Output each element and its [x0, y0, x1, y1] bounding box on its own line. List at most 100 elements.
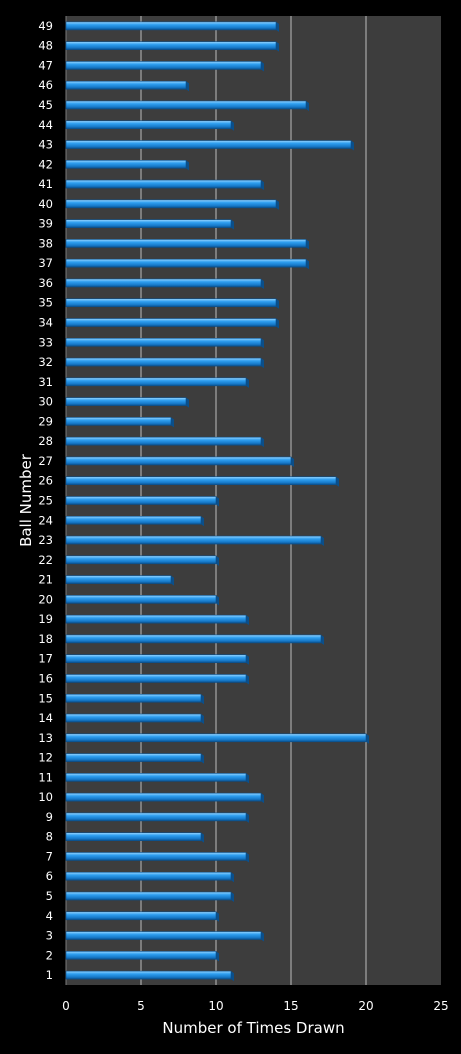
bar-ball-33	[65, 337, 264, 349]
bar-depth	[216, 951, 219, 962]
bar-depth	[261, 358, 264, 369]
bar-ball-48	[65, 41, 279, 52]
bar	[65, 496, 217, 505]
y-tick-label: 28	[38, 434, 53, 448]
bar	[65, 555, 217, 565]
bar-ball-12	[65, 753, 204, 764]
y-tick-label: 3	[46, 929, 53, 943]
bar	[65, 476, 337, 486]
bar	[65, 773, 247, 782]
bar-ball-46	[65, 80, 189, 92]
y-tick-label: 44	[38, 118, 53, 132]
y-tick-label: 43	[38, 138, 53, 152]
bar-ball-6	[65, 871, 234, 883]
x-tick-label: 15	[283, 999, 298, 1013]
bar-depth	[321, 536, 324, 547]
y-tick-label: 12	[38, 751, 53, 765]
bar-ball-35	[65, 298, 279, 309]
y-tick-label: 38	[38, 236, 53, 250]
bar-depth	[261, 180, 264, 191]
bar	[65, 160, 187, 169]
bars	[65, 21, 369, 982]
bar-depth	[261, 278, 264, 289]
bar	[65, 298, 277, 308]
bar	[65, 614, 247, 624]
bar-depth	[276, 298, 279, 309]
bar-depth	[186, 81, 189, 92]
bar-ball-17	[65, 654, 249, 665]
bar-depth	[186, 397, 189, 408]
bar-depth	[231, 120, 234, 131]
bar	[65, 140, 352, 149]
bar-depth	[246, 812, 249, 823]
bar-depth	[261, 338, 264, 349]
bar	[65, 258, 307, 268]
bar-depth	[246, 773, 249, 784]
bar-depth	[276, 21, 279, 32]
bar-depth	[216, 911, 219, 922]
y-tick-label: 5	[46, 889, 53, 903]
y-tick-label: 25	[38, 494, 53, 508]
bar-ball-10	[65, 792, 264, 804]
x-tick-label: 0	[62, 999, 70, 1013]
y-tick-label: 13	[38, 731, 53, 745]
bar-depth	[171, 575, 174, 586]
y-tick-label: 32	[38, 355, 53, 369]
bar-ball-14	[65, 713, 204, 725]
bar	[65, 832, 202, 841]
bar-ball-2	[65, 951, 219, 962]
y-tick-label: 30	[38, 395, 53, 409]
bar-ball-13	[65, 733, 369, 744]
y-tick-label: 29	[38, 414, 53, 428]
y-tick-label: 10	[38, 790, 53, 804]
bar-ball-5	[65, 891, 234, 903]
y-tick-label: 26	[38, 474, 53, 488]
bar	[65, 397, 187, 406]
bar-depth	[216, 555, 219, 566]
bar-depth	[276, 199, 279, 210]
bar-ball-27	[65, 456, 294, 467]
y-tick-labels: 1234567891011121314151617181920212223242…	[38, 19, 53, 982]
bar-ball-1	[65, 970, 234, 982]
bar	[65, 951, 217, 960]
x-axis-title: Number of Times Drawn	[162, 1019, 344, 1037]
bar	[65, 911, 217, 921]
bar-depth	[321, 634, 324, 645]
bar	[65, 278, 262, 288]
bar	[65, 219, 232, 228]
bar-ball-29	[65, 417, 174, 428]
bar-ball-22	[65, 555, 219, 566]
bar	[65, 318, 277, 327]
y-tick-label: 40	[38, 197, 53, 211]
bar-depth	[276, 41, 279, 52]
bar-depth	[306, 100, 309, 111]
x-tick-label: 10	[208, 999, 223, 1013]
y-tick-label: 17	[38, 652, 53, 666]
bar-ball-32	[65, 357, 264, 369]
bar	[65, 792, 262, 802]
y-tick-label: 35	[38, 296, 53, 310]
bar-ball-8	[65, 832, 204, 843]
y-tick-label: 31	[38, 375, 53, 389]
bar-depth	[186, 160, 189, 171]
bar-ball-47	[65, 61, 264, 72]
y-tick-label: 22	[38, 553, 53, 567]
bar	[65, 120, 232, 130]
y-tick-label: 39	[38, 217, 53, 231]
bar	[65, 80, 187, 90]
bar-depth	[231, 971, 234, 982]
bar-depth	[216, 496, 219, 507]
bar-depth	[246, 615, 249, 626]
bar	[65, 179, 262, 189]
bar-depth	[201, 516, 204, 527]
bar	[65, 753, 202, 762]
bar-depth	[351, 140, 354, 151]
bar	[65, 100, 307, 110]
bar	[65, 515, 202, 525]
bar-depth	[201, 753, 204, 764]
bar	[65, 674, 247, 683]
bar-ball-42	[65, 160, 189, 171]
bar	[65, 377, 247, 387]
bar	[65, 337, 262, 347]
